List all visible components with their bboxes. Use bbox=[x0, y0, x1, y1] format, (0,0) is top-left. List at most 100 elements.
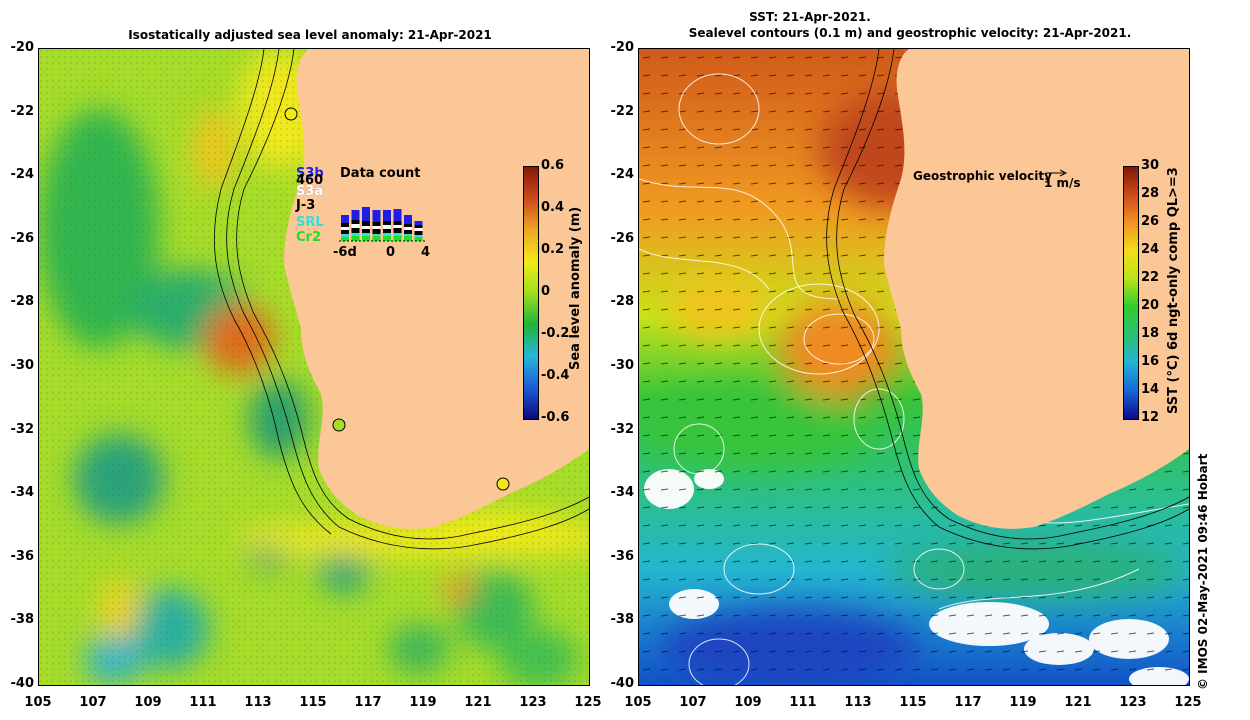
data-count-bar-segment bbox=[383, 210, 391, 221]
data-count-bar-segment bbox=[351, 210, 360, 220]
data-count-bar-segment bbox=[414, 225, 423, 228]
x-tick-label: 125 bbox=[574, 695, 602, 710]
left-map-plot bbox=[38, 48, 590, 686]
colorbar-tick-label: 14 bbox=[1141, 382, 1160, 397]
x-tick-label: 109 bbox=[734, 695, 762, 710]
colorbar-tick-label: 0 bbox=[541, 284, 551, 299]
data-count-bar-segment bbox=[383, 229, 391, 233]
colorbar-tick-label: 0.2 bbox=[541, 242, 565, 257]
data-count-bar-segment bbox=[414, 237, 423, 241]
data-count-bar-segment bbox=[362, 236, 370, 241]
y-tick-label: -38 bbox=[610, 612, 635, 628]
data-count-axis-right: 4 bbox=[421, 245, 431, 260]
y-tick-label: -34 bbox=[10, 485, 35, 501]
data-count-bar-segment bbox=[351, 228, 360, 233]
data-count-bar-segment bbox=[404, 215, 412, 224]
data-count-axis-left: -6d bbox=[333, 245, 357, 260]
right-map-title-1: SST: 21-Apr-2021. bbox=[749, 10, 871, 24]
x-tick-label: 119 bbox=[409, 695, 437, 710]
x-tick-label: 117 bbox=[354, 695, 382, 710]
data-count-bar-segment bbox=[351, 236, 360, 241]
data-count-bar-segment bbox=[341, 237, 349, 241]
data-count-bar-segment bbox=[393, 236, 402, 241]
colorbar-tick-label: 0.4 bbox=[541, 200, 565, 215]
data-count-bar-segment bbox=[383, 233, 391, 236]
x-tick-label: 119 bbox=[1009, 695, 1037, 710]
y-tick-label: -20 bbox=[610, 40, 635, 55]
data-count-bar-segment bbox=[351, 224, 360, 228]
x-tick-label: 111 bbox=[189, 695, 217, 710]
data-count-bar-segment bbox=[404, 224, 412, 227]
y-tick-label: -28 bbox=[610, 294, 635, 310]
data-count-bar-segment bbox=[362, 226, 370, 229]
satellite-legend-srl: SRL bbox=[296, 215, 324, 230]
left-map-title: Isostatically adjusted sea level anomaly… bbox=[128, 28, 492, 42]
x-tick-label: 111 bbox=[789, 695, 817, 710]
x-tick-label: 123 bbox=[1119, 695, 1147, 710]
y-tick-label: -40 bbox=[10, 676, 35, 691]
y-tick-label: -22 bbox=[610, 103, 635, 119]
data-count-bar-segment bbox=[372, 234, 381, 236]
data-count-bar-segment bbox=[341, 230, 349, 234]
x-tick-label: 121 bbox=[464, 695, 492, 710]
data-count-bar-segment bbox=[372, 226, 381, 229]
credit-text: © IMOS 02-May-2021 09:46 Hobart bbox=[1196, 453, 1210, 690]
data-count-bar-segment bbox=[393, 221, 402, 225]
data-count-bar-segment bbox=[351, 220, 360, 224]
x-tick-label: 107 bbox=[79, 695, 107, 710]
data-count-bar-segment bbox=[372, 222, 381, 226]
x-tick-label: 113 bbox=[844, 695, 872, 710]
colorbar-tick-label: -0.2 bbox=[541, 326, 570, 341]
sst-colorbar-label: SST (°C) 6d ngt-only comp QL>=3 bbox=[1166, 167, 1181, 414]
data-count-bar-segment bbox=[341, 223, 349, 227]
satellite-legend-cr2: Cr2 bbox=[296, 230, 321, 245]
velocity-label: Geostrophic velocity bbox=[913, 169, 1052, 183]
data-count-bar-segment bbox=[341, 215, 349, 223]
data-count-bar-segment bbox=[393, 209, 402, 221]
data-count-bar-segment bbox=[393, 233, 402, 236]
y-tick-label: -20 bbox=[10, 40, 35, 55]
x-tick-label: 113 bbox=[244, 695, 272, 710]
satellite-legend-s3a: S3a bbox=[296, 184, 324, 199]
colorbar-tick-label: 12 bbox=[1141, 410, 1160, 425]
x-tick-label: 105 bbox=[24, 695, 52, 710]
x-tick-label: 117 bbox=[954, 695, 982, 710]
data-count-bar-segment bbox=[393, 228, 402, 233]
colorbar-tick-label: 18 bbox=[1141, 326, 1160, 341]
data-count-bar-segment bbox=[341, 234, 349, 237]
colorbar-tick-label: 16 bbox=[1141, 354, 1160, 369]
data-count-bar-segment bbox=[383, 221, 391, 225]
y-tick-label: -24 bbox=[610, 167, 635, 183]
data-count-bar-segment bbox=[383, 236, 391, 241]
colorbar-tick-label: 24 bbox=[1141, 242, 1160, 257]
data-count-bar-segment bbox=[404, 236, 412, 241]
right-map-title-2: Sealevel contours (0.1 m) and geostrophi… bbox=[688, 26, 1132, 40]
y-tick-label: -30 bbox=[610, 358, 635, 373]
colorbar-tick-label: 26 bbox=[1141, 214, 1160, 229]
velocity-scale: 1 m/s bbox=[1044, 176, 1081, 190]
data-count-title: Data count bbox=[340, 166, 421, 181]
x-tick-label: 125 bbox=[1174, 695, 1202, 710]
data-count-bar-segment bbox=[414, 228, 423, 231]
satellite-legend-460: 460 bbox=[296, 173, 324, 188]
data-count-bar-segment bbox=[404, 230, 412, 234]
data-count-bar-segment bbox=[341, 227, 349, 230]
colorbar-tick-label: 0.6 bbox=[541, 158, 565, 173]
data-count-bar-segment bbox=[414, 231, 423, 235]
sla-colorbar-label: Sea level anomaly (m) bbox=[568, 206, 583, 370]
data-count-bar-segment bbox=[362, 221, 370, 226]
y-tick-label: -22 bbox=[10, 103, 35, 119]
y-tick-label: -28 bbox=[10, 294, 35, 310]
colorbar-tick-label: 22 bbox=[1141, 270, 1160, 285]
data-count-bar-segment bbox=[362, 207, 370, 221]
data-count-bar-segment bbox=[383, 225, 391, 229]
data-count-bar-segment bbox=[414, 221, 423, 225]
x-tick-label: 121 bbox=[1064, 695, 1092, 710]
sst-colorbar bbox=[1123, 166, 1139, 420]
satellite-legend-s3b: S3b bbox=[296, 166, 324, 181]
colorbar-tick-label: 30 bbox=[1141, 158, 1160, 173]
left-map-svg bbox=[39, 49, 589, 685]
data-count-bar-segment bbox=[362, 229, 370, 233]
sla-colorbar bbox=[523, 166, 539, 420]
y-tick-label: -40 bbox=[610, 676, 635, 691]
